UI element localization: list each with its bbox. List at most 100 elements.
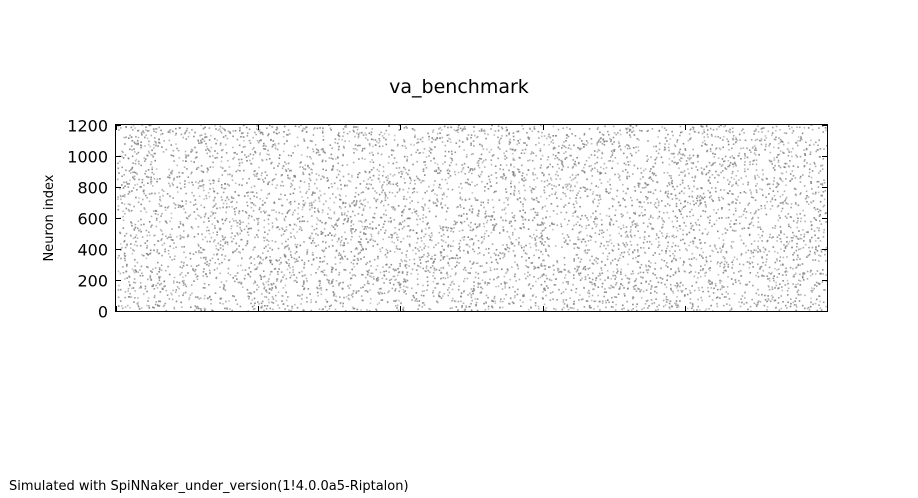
spike-point (752, 163, 754, 166)
spike-point (538, 237, 541, 239)
spike-point (209, 272, 211, 274)
spike-point (774, 138, 777, 141)
spike-point (590, 299, 593, 302)
spike-point (633, 186, 636, 188)
spike-point (547, 287, 549, 289)
spike-point (727, 263, 730, 266)
spike-point (225, 152, 228, 154)
spike-point (170, 171, 172, 174)
spike-point (755, 169, 758, 171)
spike-point (419, 152, 422, 154)
spike-point (394, 279, 396, 281)
spike-point (438, 231, 441, 234)
spike-point (420, 294, 423, 297)
spike-point (191, 292, 193, 295)
spike-point (394, 305, 397, 307)
spike-point (503, 255, 506, 257)
spike-point (467, 224, 470, 227)
spike-point (544, 309, 546, 311)
spike-point (747, 183, 749, 186)
spike-point (775, 186, 778, 189)
spike-point (221, 167, 224, 169)
spike-point (771, 271, 773, 274)
spike-point (590, 164, 593, 167)
spike-point (476, 225, 479, 228)
spike-point (202, 287, 205, 289)
spike-point (790, 236, 793, 239)
spike-point (670, 177, 672, 179)
spike-point (402, 210, 404, 213)
spike-point (652, 192, 655, 195)
spike-point (672, 252, 674, 255)
spike-point (509, 297, 512, 300)
spike-point (704, 143, 706, 145)
spike-point (157, 305, 159, 307)
spike-point (781, 141, 784, 143)
spike-point (645, 264, 647, 266)
spike-point (674, 161, 676, 164)
spike-point (290, 256, 293, 259)
spike-point (201, 185, 203, 187)
spike-point (596, 128, 599, 130)
spike-point (507, 269, 509, 271)
spike-point (575, 243, 577, 245)
spike-point (259, 153, 261, 156)
spike-point (378, 302, 381, 304)
spike-point (281, 174, 283, 176)
spike-point (247, 191, 250, 194)
spike-point (753, 159, 756, 162)
spike-point (820, 273, 822, 275)
spike-point (129, 203, 131, 206)
spike-point (463, 309, 466, 312)
spike-point (824, 289, 826, 291)
spike-point (144, 145, 146, 147)
spike-point (246, 192, 248, 194)
spike-point (388, 290, 390, 292)
spike-point (485, 137, 487, 140)
spike-point (184, 150, 187, 153)
spike-point (134, 127, 136, 129)
spike-point (772, 190, 775, 192)
spike-point (723, 265, 726, 268)
spike-point (567, 243, 569, 245)
spike-point (669, 138, 672, 140)
spike-point (333, 211, 336, 213)
spike-point (350, 251, 353, 253)
spike-point (173, 258, 176, 260)
spike-point (210, 211, 213, 213)
spike-point (418, 305, 420, 307)
spike-point (587, 142, 589, 144)
spike-point (493, 295, 496, 298)
spike-point (329, 127, 332, 130)
spike-point (256, 128, 258, 130)
spike-point (820, 165, 822, 167)
spike-point (600, 137, 602, 139)
spike-point (154, 267, 157, 269)
spike-point (682, 142, 685, 145)
spike-point (464, 173, 466, 175)
spike-point (229, 308, 231, 310)
spike-point (807, 196, 810, 198)
spike-point (395, 299, 398, 302)
spike-point (362, 191, 364, 193)
spike-point (534, 304, 537, 307)
spike-point (768, 286, 770, 288)
spike-point (572, 212, 575, 214)
spike-point (767, 278, 769, 280)
spike-point (373, 217, 376, 219)
spike-point (423, 235, 425, 238)
spike-point (706, 133, 709, 136)
spike-point (471, 229, 473, 232)
spike-point (335, 268, 337, 271)
spike-point (505, 272, 507, 274)
spike-point (158, 267, 161, 269)
spike-point (168, 182, 170, 185)
spike-point (356, 132, 358, 134)
spike-point (609, 178, 611, 181)
spike-point (227, 272, 230, 275)
spike-point (540, 236, 542, 239)
spike-point (728, 149, 730, 151)
spike-point (752, 266, 754, 268)
spike-point (158, 277, 161, 279)
spike-point (534, 237, 536, 239)
